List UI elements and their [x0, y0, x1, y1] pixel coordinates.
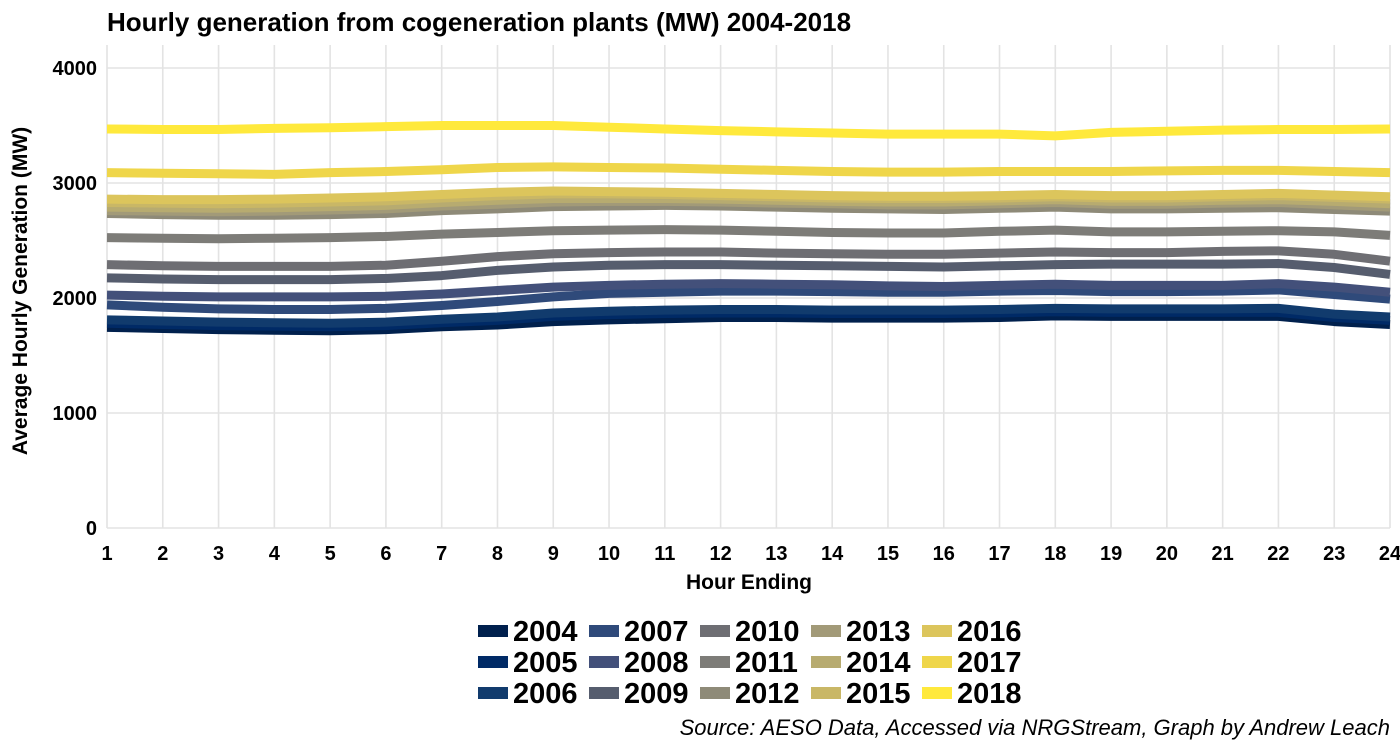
legend-swatch-2012 — [700, 687, 730, 699]
series-line-2006 — [106, 303, 1391, 328]
y-axis-ticks: 0 1000 2000 3000 4000 — [53, 58, 98, 540]
x-tick-label: 3 — [213, 543, 224, 565]
chart-title: Hourly generation from cogeneration plan… — [107, 7, 851, 37]
legend-label-2013: 2013 — [846, 616, 911, 648]
series-line-2017 — [106, 162, 1391, 179]
legend-swatch-2013 — [811, 625, 841, 637]
legend-swatch-2015 — [811, 687, 841, 699]
y-tick-label: 3000 — [53, 173, 98, 195]
x-tick-label: 6 — [380, 543, 391, 565]
x-tick-label: 20 — [1156, 543, 1178, 565]
x-tick-label: 10 — [598, 543, 620, 565]
x-tick-label: 24 — [1379, 543, 1400, 565]
x-tick-label: 8 — [492, 543, 503, 565]
x-tick-label: 1 — [101, 543, 112, 565]
series-line-2009 — [106, 259, 1391, 285]
legend-swatch-2018 — [922, 687, 952, 699]
legend-swatch-2011 — [700, 656, 730, 668]
legend-swatch-2006 — [478, 687, 508, 699]
legend-label-2009: 2009 — [624, 678, 689, 710]
x-tick-label: 7 — [436, 543, 447, 565]
legend-swatch-2010 — [700, 625, 730, 637]
x-tick-label: 5 — [325, 543, 336, 565]
x-tick-label: 22 — [1267, 543, 1289, 565]
legend-label-2004: 2004 — [513, 616, 578, 648]
legend-label-2010: 2010 — [735, 616, 800, 648]
x-tick-label: 2 — [157, 543, 168, 565]
legend-label-2017: 2017 — [957, 647, 1022, 679]
legend-label-2005: 2005 — [513, 647, 578, 679]
source-caption: Source: AESO Data, Accessed via NRGStrea… — [680, 715, 1390, 740]
legend-swatch-2016 — [922, 625, 952, 637]
x-tick-label: 18 — [1044, 543, 1066, 565]
x-tick-label: 17 — [988, 543, 1010, 565]
x-tick-label: 11 — [654, 543, 675, 565]
legend-label-2016: 2016 — [957, 616, 1022, 648]
x-tick-label: 9 — [548, 543, 559, 565]
x-axis-ticks: 1 2 3 4 5 6 7 8 9 10 11 12 13 14 15 16 17 18 19 20 21 22 23 24 — [101, 543, 1400, 565]
x-tick-label: 19 — [1100, 543, 1122, 565]
x-tick-label: 15 — [877, 543, 899, 565]
x-tick-label: 23 — [1323, 543, 1345, 565]
y-axis-label: Average Hourly Generation (MW) — [9, 127, 32, 455]
legend-label-2007: 2007 — [624, 616, 689, 648]
series-line-2016 — [106, 186, 1391, 205]
y-tick-label: 2000 — [53, 288, 98, 310]
series-line-2010 — [106, 246, 1391, 271]
legend-label-2011: 2011 — [735, 647, 798, 679]
series-line-2011 — [106, 225, 1391, 244]
x-tick-label: 4 — [269, 543, 281, 565]
y-tick-label: 4000 — [53, 58, 98, 80]
y-tick-label: 0 — [86, 518, 97, 540]
series-line-2008 — [106, 279, 1391, 302]
legend-swatch-2004 — [478, 625, 508, 637]
legend-swatch-2014 — [811, 656, 841, 668]
series-line-2007 — [106, 285, 1391, 314]
legend-label-2008: 2008 — [624, 647, 689, 679]
legend-label-2015: 2015 — [846, 678, 911, 710]
legend-swatch-2008 — [589, 656, 619, 668]
legend-label-2018: 2018 — [957, 678, 1022, 710]
legend-label-2014: 2014 — [846, 647, 911, 679]
x-axis-label: Hour Ending — [686, 571, 812, 594]
x-tick-label: 12 — [709, 543, 731, 565]
x-tick-label: 13 — [765, 543, 787, 565]
x-tick-label: 14 — [821, 543, 844, 565]
legend-swatch-2005 — [478, 656, 508, 668]
x-tick-label: 16 — [933, 543, 955, 565]
legend-label-2006: 2006 — [513, 678, 578, 710]
legend-label-2012: 2012 — [735, 678, 800, 710]
legend-swatch-2007 — [589, 625, 619, 637]
series-line-2018 — [106, 121, 1391, 141]
legend-swatch-2017 — [922, 656, 952, 668]
x-tick-label: 21 — [1212, 543, 1234, 565]
legend-swatch-2009 — [589, 687, 619, 699]
series-lines — [106, 121, 1391, 336]
y-tick-label: 1000 — [53, 403, 98, 425]
